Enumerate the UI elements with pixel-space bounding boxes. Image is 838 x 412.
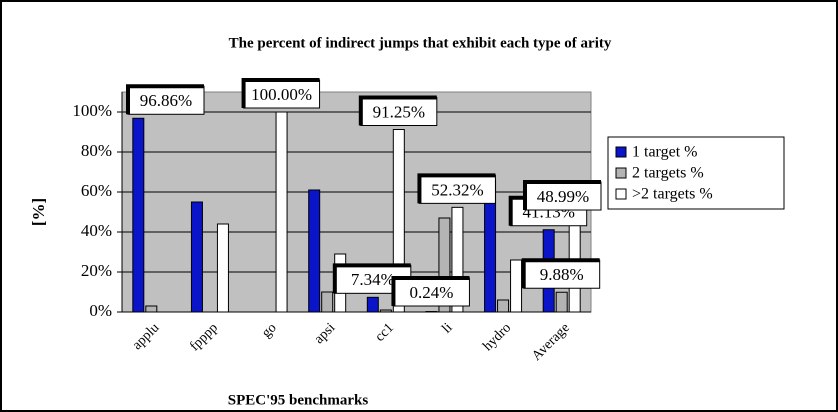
bar	[451, 206, 464, 313]
legend-label: 2 targets %	[632, 165, 704, 182]
value-label: 48.99%	[537, 187, 589, 206]
value-label-shadow	[523, 180, 601, 211]
bar	[275, 111, 288, 313]
value-label-box	[392, 277, 470, 307]
bar	[216, 223, 229, 313]
legend-swatch	[615, 146, 627, 158]
y-tick-label: 100%	[72, 101, 112, 120]
y-tick-label: 60%	[81, 181, 112, 200]
value-label-shadow	[358, 95, 437, 126]
legend-label: 1 target %	[632, 144, 697, 161]
legend-swatch	[615, 167, 627, 179]
y-tick-label: 80%	[81, 141, 112, 160]
value-label-shadow	[417, 173, 496, 204]
bar	[366, 296, 379, 313]
value-label: 91.25%	[373, 102, 425, 121]
bar	[321, 291, 334, 313]
value-label-shadow	[391, 276, 470, 306]
value-label: 9.88%	[540, 265, 584, 284]
value-label: 100.00%	[251, 85, 312, 104]
bar	[555, 291, 568, 313]
bar	[190, 201, 203, 313]
y-tick-label: 0%	[89, 301, 112, 320]
value-label-box	[523, 259, 601, 289]
value-label: 7.34%	[351, 270, 395, 289]
bar	[510, 259, 523, 313]
bar	[497, 299, 510, 313]
chart-title: The percent of indirect jumps that exhib…	[229, 35, 612, 51]
x-axis-title: SPEC'95 benchmarks	[228, 392, 369, 408]
legend-swatch	[615, 188, 627, 200]
value-label: 52.32%	[431, 180, 483, 199]
bar	[392, 129, 405, 313]
y-axis-title: [%]	[29, 198, 48, 226]
value-label-shadow	[126, 84, 204, 115]
value-label: 96.86%	[140, 91, 192, 110]
bar	[438, 217, 451, 313]
legend-label: >2 targets %	[632, 186, 713, 203]
legend-box	[607, 136, 785, 210]
value-label-box	[127, 85, 205, 115]
value-label: 0.24%	[409, 283, 453, 302]
value-label-shadow	[241, 78, 320, 108]
value-label-box	[418, 174, 496, 204]
value-label-box	[243, 79, 321, 109]
bar	[145, 305, 158, 313]
bar	[308, 189, 321, 313]
bar	[379, 309, 392, 313]
y-tick-label: 40%	[81, 221, 112, 240]
bar	[132, 117, 145, 313]
y-tick-label: 20%	[81, 261, 112, 280]
value-label-box	[524, 181, 602, 211]
value-label-shadow	[521, 258, 600, 289]
value-label-shadow	[332, 263, 411, 294]
